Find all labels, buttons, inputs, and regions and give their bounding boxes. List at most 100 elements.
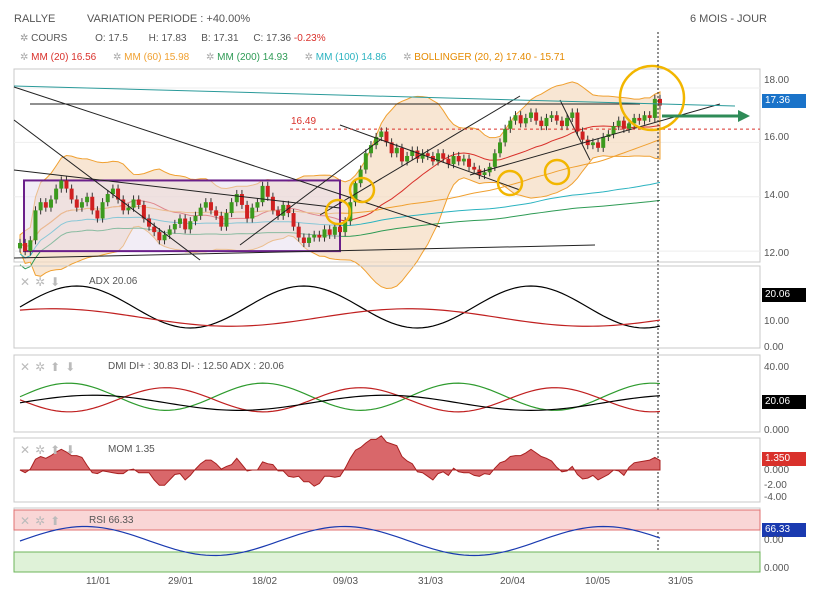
overlay-mm20[interactable]: ✲ MM (20) 16.56 (20, 52, 96, 63)
candle-body (141, 204, 146, 219)
candle-body (203, 202, 208, 208)
candle-body (239, 194, 244, 205)
rsi-toolbar[interactable]: ✕✲⬆ (20, 514, 65, 528)
candle-body (544, 117, 549, 127)
x-tick-label: 31/03 (418, 576, 444, 587)
trendline (13, 119, 201, 261)
candle-body (291, 213, 296, 227)
gear-icon: ✲ (304, 52, 313, 63)
overlay-label: MM (100) (315, 52, 359, 63)
trendline (239, 139, 381, 246)
candle-body (642, 115, 647, 121)
gear-icon[interactable]: ✲ (35, 275, 51, 289)
candle-body (245, 204, 250, 219)
arrow-down-icon[interactable]: ⬇ (50, 275, 66, 289)
arrow-up-icon[interactable]: ⬆ (50, 360, 66, 374)
price-tick: 12.00 (764, 248, 790, 259)
overlay-label: MM (60) (124, 52, 162, 63)
mom-tick: 0.000 (764, 465, 790, 476)
candle-body (580, 131, 585, 140)
candle-body (399, 147, 404, 162)
candle-body (596, 142, 601, 148)
high-value: H: 17.83 (148, 33, 187, 44)
candle-body (85, 196, 90, 203)
x-tick-label: 18/02 (252, 576, 278, 587)
adx-tick: 0.00 (764, 342, 784, 353)
candle-body (332, 226, 337, 235)
dmi-tick: 0.000 (764, 425, 790, 436)
overlay-label: MM (20) (31, 52, 69, 63)
arrow-up-icon[interactable]: ⬆ (50, 514, 66, 528)
arrow-down-icon[interactable]: ⬇ (65, 360, 81, 374)
candle-body (637, 117, 642, 121)
overlay-mm60[interactable]: ✲ MM (60) 15.98 (113, 52, 189, 63)
period-selector[interactable]: 6 MOIS - JOUR (690, 13, 768, 25)
candle-body (18, 242, 22, 249)
mom-panel (13, 437, 761, 503)
close-icon[interactable]: ✕ (20, 360, 36, 374)
x-tick-label: 20/04 (500, 576, 526, 587)
candle-body (296, 226, 301, 238)
trendline (559, 99, 591, 161)
candle-body (250, 207, 255, 219)
candle-body (461, 158, 466, 162)
overlay-mm100[interactable]: ✲ MM (100) 14.86 (305, 52, 387, 63)
gear-icon[interactable]: ✲ (35, 360, 51, 374)
dmi-plus-line (19, 382, 661, 411)
candle-body (343, 221, 348, 233)
mom-tick: -4.00 (764, 492, 787, 503)
highlight-circle (618, 64, 686, 132)
close-value: C: 17.36 (253, 33, 292, 44)
gear-icon[interactable]: ✲ (35, 514, 51, 528)
candle-body (616, 120, 621, 127)
candle-body (198, 207, 203, 216)
arrow-up-icon[interactable]: ⬆ (50, 443, 66, 457)
adx-toolbar[interactable]: ✕✲⬇ (20, 275, 65, 289)
candle-body (69, 188, 74, 200)
close-icon[interactable]: ✕ (20, 514, 36, 528)
change-value: -0.23% (293, 33, 326, 44)
projection-arrowhead (738, 110, 750, 122)
dmi-adx-line (19, 394, 661, 411)
dmi-panel (13, 354, 761, 433)
close-icon[interactable]: ✕ (20, 275, 36, 289)
overlay-mm200[interactable]: ✲ MM (200) 14.93 (206, 52, 288, 63)
candle-body (539, 120, 544, 127)
gear-icon[interactable]: ✲ (20, 33, 29, 44)
candle-body (394, 147, 399, 154)
x-tick-label: 31/05 (668, 576, 694, 587)
channel-line (13, 85, 736, 107)
indicator-panels (13, 265, 761, 573)
mom-label: MOM 1.35 (108, 444, 155, 455)
candle-body (234, 194, 239, 203)
candle-body (405, 155, 410, 162)
gear-icon[interactable]: ✲ (35, 443, 51, 457)
candle-body (363, 153, 368, 170)
trendline (13, 86, 441, 228)
candle-body (167, 229, 172, 235)
candle-body (590, 142, 595, 146)
candle-body (503, 128, 508, 143)
candle-body (384, 131, 389, 143)
candle-body (110, 188, 115, 195)
candle-body (255, 202, 260, 208)
arrow-down-icon[interactable]: ⬇ (65, 443, 81, 457)
candle-body (658, 98, 662, 106)
close-icon[interactable]: ✕ (20, 443, 36, 457)
candle-body (157, 232, 162, 241)
candle-body (162, 234, 167, 241)
candle-body (327, 229, 332, 235)
candle-body (90, 196, 95, 211)
mom-tick: -2.00 (764, 480, 787, 491)
candle-body (436, 153, 441, 162)
candle-body (178, 218, 182, 224)
x-tick-label: 29/01 (168, 576, 194, 587)
candle-body (425, 153, 430, 156)
overlay-bollinger[interactable]: ✲ BOLLINGER (20, 2) 17.40 - 15.71 (403, 52, 565, 63)
candle-body (585, 139, 590, 146)
candle-body (322, 229, 327, 238)
candle-body (456, 155, 461, 162)
mom-toolbar[interactable]: ✕✲⬆⬇ (20, 443, 80, 457)
dmi-toolbar[interactable]: ✕✲⬆⬇ (20, 360, 80, 374)
